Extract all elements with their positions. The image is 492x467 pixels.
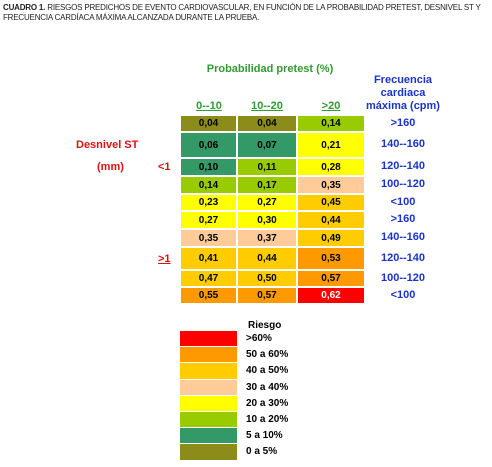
legend-label: 20 a 30% — [246, 397, 289, 409]
table-cell: 0,14 — [180, 176, 237, 194]
legend-label: 50 a 60% — [246, 349, 289, 361]
frequency-label: 100--120 — [380, 271, 426, 284]
legend-swatch — [180, 347, 237, 363]
row-header: Desnivel ST — [76, 139, 139, 151]
frequency-label: <100 — [390, 288, 416, 301]
table-cell: 0,44 — [237, 247, 297, 270]
table-cell: 0,62 — [297, 287, 365, 304]
table-cell: 0,45 — [297, 194, 365, 211]
frequency-label: 120--140 — [380, 251, 426, 264]
frequency-label: 100--120 — [380, 178, 426, 190]
legend-swatch — [180, 395, 237, 411]
frequency-header: Frecuencia cardiaca máxima (cpm) — [366, 74, 440, 112]
legend-label: 30 a 40% — [246, 381, 289, 393]
table-cell: 0,35 — [180, 229, 237, 247]
table-cell: 0,57 — [237, 287, 297, 304]
table-cell: 0,57 — [297, 270, 365, 287]
frequency-label: >160 — [390, 116, 416, 129]
frequency-label: 140--160 — [380, 231, 426, 243]
legend-swatch — [180, 331, 237, 347]
frequency-label: 120--140 — [380, 160, 426, 172]
legend-label: 10 a 20% — [246, 414, 289, 425]
table-cell: 0,17 — [237, 176, 297, 194]
table-cell: 0,44 — [297, 211, 365, 229]
caption-text: RIESGOS PREDICHOS DE EVENTO CARDIOVASCUL… — [3, 3, 481, 22]
table-cell: 0,10 — [180, 158, 237, 176]
legend-swatch — [180, 444, 237, 460]
table-cell: 0,49 — [297, 229, 365, 247]
table-cell: 0,23 — [180, 194, 237, 211]
caption: CUADRO 1. RIESGOS PREDICHOS DE EVENTO CA… — [3, 3, 489, 23]
table-cell: 0,21 — [297, 132, 365, 158]
column-header: >20 — [321, 100, 341, 112]
caption-label: CUADRO 1. — [3, 3, 46, 12]
table-cell: 0,27 — [237, 194, 297, 211]
table-cell: 0,14 — [297, 115, 365, 132]
legend-title: Riesgo — [248, 320, 282, 331]
table-cell: 0,50 — [237, 270, 297, 287]
table-cell: 0,27 — [180, 211, 237, 229]
column-header: 0--10 — [196, 100, 222, 112]
table-cell: 0,07 — [237, 132, 297, 158]
table-cell: 0,11 — [237, 158, 297, 176]
legend-label: 40 a 50% — [246, 365, 289, 377]
legend-label: 0 a 5% — [246, 446, 278, 458]
legend-swatch — [180, 412, 237, 428]
frequency-label: >160 — [390, 213, 416, 225]
legend-swatch — [180, 379, 237, 395]
table-cell: 0,04 — [237, 115, 297, 132]
column-header: 10--20 — [251, 100, 283, 112]
table-cell: 0,37 — [237, 229, 297, 247]
table-cell: 0,41 — [180, 247, 237, 270]
table-cell: 0,55 — [180, 287, 237, 304]
legend-swatch — [180, 428, 237, 444]
table-cell: 0,47 — [180, 270, 237, 287]
table-cell: 0,06 — [180, 132, 237, 158]
frequency-label: 140--160 — [380, 138, 426, 150]
table-cell: 0,53 — [297, 247, 365, 270]
frequency-label: <100 — [390, 195, 416, 208]
legend-label: 5 a 10% — [246, 430, 283, 442]
row-unit: (mm) — [97, 161, 124, 173]
row-group: >1 — [158, 253, 171, 265]
legend-label: >60% — [246, 333, 272, 344]
column-group: Probabilidad pretest (%) — [206, 63, 334, 75]
legend-swatch — [180, 363, 237, 379]
table-cell: 0,28 — [297, 158, 365, 176]
row-group: <1 — [158, 161, 171, 173]
table-cell: 0,04 — [180, 115, 237, 132]
table-cell: 0,35 — [297, 176, 365, 194]
table-cell: 0,30 — [237, 211, 297, 229]
